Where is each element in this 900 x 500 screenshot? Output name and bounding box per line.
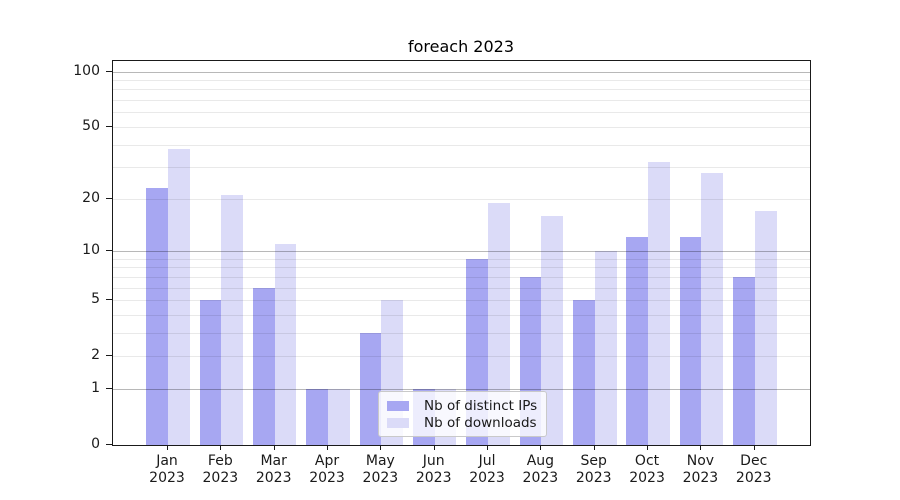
bar-apr-distinct-ips [306, 388, 329, 445]
bar-dec-distinct-ips [732, 276, 755, 445]
x-tick-label-jun: Jun 2023 [415, 453, 452, 486]
y-tick-mark-20 [106, 197, 112, 199]
gridline-7 [113, 276, 810, 278]
y-tick-mark-2 [106, 355, 112, 357]
legend-swatch-downloads [387, 417, 409, 428]
gridline-20 [113, 198, 810, 200]
y-tick-label-1: 1 [91, 379, 100, 396]
bar-dec-downloads [754, 211, 777, 445]
x-tick-label-oct: Oct 2023 [629, 453, 665, 486]
x-tick-mark-jan [167, 445, 168, 450]
x-axis: Jan 2023 Feb 2023 Mar 2023 Apr 2023 May 2023 Jun 20… [112, 445, 809, 500]
x-tick-label-feb: Feb 2023 [202, 453, 239, 486]
x-tick-label-jul: Jul 2023 [469, 453, 505, 486]
legend-item-distinct-ips: Nb of distinct IPs [387, 397, 538, 414]
x-tick-label-mar: Mar 2023 [255, 453, 292, 486]
gridline-8 [113, 267, 810, 269]
y-tick-mark-50 [106, 125, 112, 127]
y-tick-mark-0 [106, 444, 112, 445]
x-tick-mark-oct [647, 445, 649, 450]
y-tick-label-50: 50 [82, 117, 100, 134]
bar-feb-downloads [221, 194, 244, 445]
x-tick-label-sep: Sep 2023 [575, 453, 612, 486]
x-tick-mark-apr [327, 445, 329, 450]
legend-swatch-distinct-ips [387, 400, 409, 411]
x-tick-label-jan: Jan 2023 [149, 453, 185, 486]
y-tick-mark-5 [106, 299, 112, 301]
x-tick-mark-dec [753, 445, 755, 450]
x-tick-mark-feb [220, 445, 222, 450]
gridline-70 [113, 100, 810, 102]
gridline-4 [113, 314, 810, 316]
x-tick-label-dec: Dec 2023 [735, 453, 772, 486]
bar-sep-downloads [594, 251, 617, 445]
gridline-80 [113, 89, 810, 91]
x-tick-mark-jun [433, 445, 435, 450]
chart-title: foreach 2023 [407, 37, 515, 56]
gridline-90 [113, 80, 810, 82]
x-tick-mark-nov [700, 445, 702, 450]
bars-layer [113, 61, 810, 445]
y-tick-mark-100 [106, 70, 112, 72]
legend: Nb of distinct IPs Nb of downloads [378, 391, 547, 437]
plot-area: Nb of distinct IPs Nb of downloads [112, 60, 811, 446]
y-tick-label-20: 20 [82, 189, 100, 206]
bar-apr-downloads [328, 388, 350, 445]
x-tick-mark-sep [593, 445, 595, 450]
gridline-2 [113, 356, 810, 358]
y-tick-label-5: 5 [91, 291, 100, 308]
bar-sep-distinct-ips [572, 300, 595, 445]
y-tick-label-2: 2 [91, 347, 100, 364]
grid-layer [113, 61, 810, 445]
gridline-30 [113, 167, 810, 169]
y-tick-mark-10 [106, 249, 112, 251]
gridline-50 [113, 126, 810, 128]
gridline-40 [113, 144, 810, 146]
y-tick-label-100: 100 [73, 62, 100, 79]
x-tick-mark-jul [487, 445, 489, 450]
x-tick-label-may: May 2023 [362, 453, 399, 486]
y-tick-label-10: 10 [82, 241, 100, 258]
gridline-6 [113, 287, 810, 289]
bar-oct-downloads [648, 162, 670, 445]
x-tick-label-nov: Nov 2023 [682, 453, 719, 486]
gridline-100 [113, 71, 810, 73]
bar-jan-downloads [168, 148, 190, 445]
gridline-3 [113, 332, 810, 334]
y-axis: 0 1 2 5 10 20 50 100 [0, 60, 112, 451]
bar-mar-distinct-ips [252, 287, 275, 445]
bar-jan-distinct-ips [146, 187, 168, 445]
gridline-5 [113, 300, 810, 302]
legend-item-downloads: Nb of downloads [387, 414, 538, 431]
bar-feb-distinct-ips [199, 300, 222, 445]
bar-oct-distinct-ips [626, 237, 649, 445]
y-tick-label-0: 0 [91, 436, 100, 452]
x-tick-label-aug: Aug 2023 [522, 453, 559, 486]
x-tick-mark-mar [273, 445, 275, 450]
y-tick-mark-1 [106, 387, 112, 389]
legend-label-distinct-ips: Nb of distinct IPs [424, 397, 538, 414]
gridline-10 [113, 250, 810, 252]
gridline-9 [113, 258, 810, 260]
x-tick-mark-may [380, 445, 382, 450]
bar-nov-downloads [701, 172, 724, 445]
bar-nov-distinct-ips [679, 237, 702, 445]
x-tick-label-apr: Apr 2023 [309, 453, 345, 486]
x-tick-mark-aug [540, 445, 542, 450]
bar-mar-downloads [274, 243, 297, 445]
gridline-60 [113, 112, 810, 114]
gridline-1 [113, 388, 810, 390]
legend-label-downloads: Nb of downloads [424, 414, 537, 431]
